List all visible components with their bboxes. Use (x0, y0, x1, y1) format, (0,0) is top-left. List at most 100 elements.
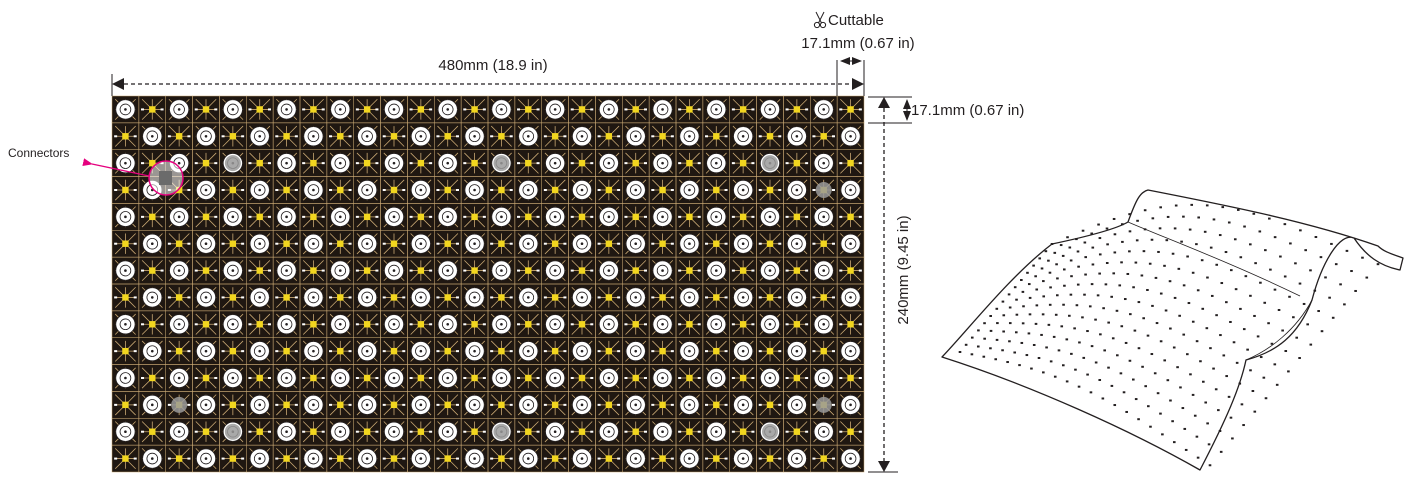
flex-led-dot (1256, 335, 1260, 338)
flex-led-dot (1304, 249, 1307, 252)
flex-led-dot (1002, 314, 1006, 317)
led-cell (138, 418, 166, 446)
led-cell (353, 122, 381, 150)
led-cell (729, 149, 757, 177)
flex-led-dot (1221, 206, 1225, 209)
led-cell (434, 418, 462, 446)
led-cell (675, 256, 704, 285)
flex-led-dot (1032, 343, 1036, 346)
led-cell (487, 203, 516, 231)
led-cell (568, 283, 596, 312)
led-cell (514, 444, 542, 473)
flex-led-dot (1001, 349, 1004, 352)
led-cell (272, 444, 301, 473)
led-cell (514, 337, 542, 365)
flex-led-dot (1007, 293, 1011, 296)
led-cell (353, 149, 381, 177)
led-cell (246, 149, 274, 177)
flex-led-dot (1350, 270, 1353, 273)
led-cell (756, 203, 784, 231)
led-cell (272, 310, 301, 338)
flex-led-dot (1165, 239, 1169, 242)
led-cell (514, 283, 542, 312)
led-cell (675, 283, 704, 312)
flexible-panel-illustration (941, 189, 1404, 471)
flex-led-dot (1084, 273, 1087, 276)
led-cell (326, 283, 354, 312)
led-cell (272, 230, 301, 258)
flex-led-dot (1049, 360, 1053, 363)
flex-led-dot (1028, 296, 1032, 299)
led-cell (246, 283, 274, 312)
led-cell (407, 176, 435, 204)
mount-hole (493, 423, 510, 440)
flex-led-dot (1334, 263, 1338, 266)
width-arrowhead-right (852, 78, 864, 90)
flex-led-dot (1294, 262, 1297, 265)
led-cell (487, 176, 516, 204)
led-cell (380, 418, 408, 446)
led-cell (514, 176, 542, 204)
led-cell (729, 176, 757, 204)
led-cell (595, 256, 623, 285)
flex-led-dot (1354, 289, 1357, 292)
led-cell (541, 149, 569, 177)
flex-led-dot (1146, 288, 1149, 291)
flex-led-dot (1210, 294, 1214, 297)
flex-led-dot (970, 353, 974, 356)
flex-led-dot (1258, 230, 1262, 233)
flex-led-dot (1314, 236, 1318, 239)
led-cell (407, 310, 435, 338)
connector-leader-line (82, 158, 150, 177)
led-cell (460, 95, 489, 124)
led-cell (648, 391, 677, 419)
led-cell (487, 256, 516, 285)
led-cell (514, 391, 542, 419)
flex-led-dot (1028, 313, 1032, 316)
led-cell (675, 337, 704, 365)
led-cell (622, 444, 650, 473)
flex-led-dot (1191, 320, 1195, 323)
flex-led-dot (1249, 243, 1252, 246)
led-cell (165, 122, 193, 150)
width-arrowhead-left (112, 78, 124, 90)
led-cell (138, 230, 166, 258)
flex-led-dot (1083, 293, 1086, 296)
led-cell (836, 256, 865, 285)
mount-hole (762, 423, 778, 440)
led-cell (434, 203, 462, 231)
led-cell (326, 149, 354, 177)
led-cell (836, 283, 865, 312)
led-cell (192, 203, 220, 231)
flex-led-dot (1065, 380, 1069, 383)
flex-led-dot (1098, 272, 1101, 275)
led-cell (299, 256, 328, 285)
flex-led-dot (1251, 390, 1255, 393)
flex-led-dot (1331, 316, 1335, 319)
flex-led-dot (1154, 276, 1158, 279)
led-cell (326, 391, 354, 419)
led-cell (219, 310, 247, 338)
led-cell (568, 364, 596, 392)
flex-led-dot (1231, 437, 1234, 440)
flex-led-dot (1328, 296, 1331, 299)
led-cell (702, 418, 730, 446)
led-cell (595, 444, 623, 473)
led-cell (165, 337, 193, 365)
led-cell (165, 444, 193, 473)
led-cell (460, 122, 489, 150)
led-cell (756, 256, 784, 285)
flex-led-dot (1065, 338, 1069, 341)
led-cell (272, 149, 301, 177)
led-cell (326, 364, 354, 392)
led-cell (326, 418, 354, 446)
led-cell (219, 364, 247, 392)
connector-icon (159, 171, 172, 185)
flex-led-dot (1182, 284, 1186, 287)
led-cell (246, 310, 274, 338)
flex-led-dot (1246, 348, 1249, 351)
flex-led-dot (1137, 301, 1141, 304)
led-cell (111, 149, 140, 177)
flex-led-dot (1204, 401, 1208, 404)
